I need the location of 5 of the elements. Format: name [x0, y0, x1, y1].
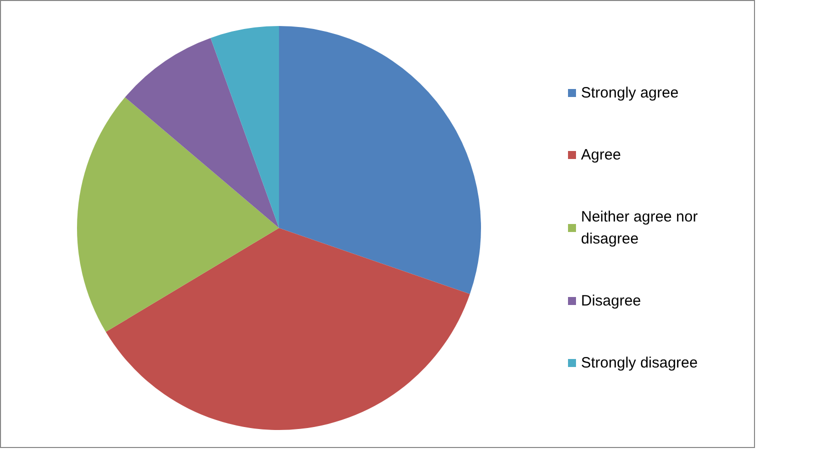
legend-label: Strongly disagree — [581, 354, 698, 372]
legend-label: Disagree — [581, 292, 642, 310]
legend-label: Neither agree nor disagree — [581, 208, 702, 248]
legend-label: Strongly agree — [581, 84, 679, 102]
legend-label: Agree — [581, 146, 622, 164]
